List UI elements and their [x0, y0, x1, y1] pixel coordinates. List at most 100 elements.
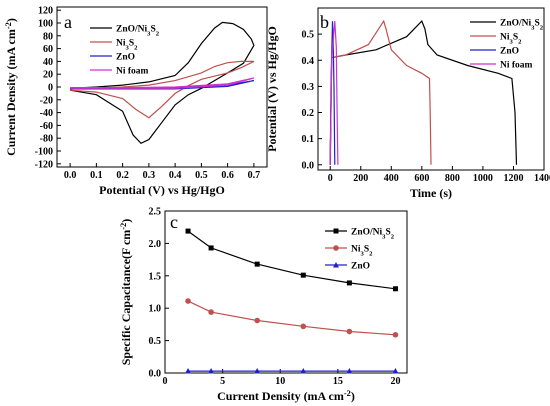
legend-marker [333, 262, 339, 268]
data-point [346, 328, 353, 335]
y-tick-label: 2.5 [149, 207, 162, 218]
y-tick-label: 120 [38, 6, 53, 17]
chart-panel-c: 0 5 10 15 20 0.0 0.5 1.0 1.5 2.0 2.5 Current Densit… [119, 207, 408, 404]
data-point [346, 280, 352, 286]
panel-letter: a [64, 12, 72, 32]
y-axis-title: Potential (V) vs Hg/HgO [265, 26, 279, 152]
y-tick-label: -120 [35, 159, 53, 170]
x-tick-label: 600 [414, 173, 429, 184]
data-point [392, 286, 398, 292]
legend-label: ZnO [351, 262, 370, 272]
data-point [300, 272, 306, 278]
y-tick-label: -60 [40, 121, 53, 132]
series-line-0 [187, 230, 396, 290]
x-tick-label: 200 [353, 173, 368, 184]
y-tick-label: 0.4 [302, 56, 315, 67]
series-line-0 [329, 20, 518, 165]
y-tick-label: -20 [40, 95, 53, 106]
x-tick-label: 5 [220, 376, 225, 387]
data-point [254, 317, 260, 324]
legend-label: Ni3S2 [116, 39, 138, 52]
panel-letter: c [170, 212, 178, 232]
legend-label: ZnO/Ni3S2 [116, 25, 160, 38]
legend-label: ZnO [500, 47, 519, 57]
y-tick-label: 40 [43, 57, 53, 68]
data-point [300, 323, 307, 330]
x-tick-label: 0.6 [221, 170, 234, 181]
y-tick-label: 0.5 [302, 30, 315, 41]
y-axis-title: Specific Capacitance(F cm-2) [119, 219, 134, 366]
y-axis-title: Current Density (mA cm-2) [4, 18, 19, 156]
y-tick-label: 0.0 [302, 160, 315, 171]
x-axis-title: Current Density (mA cm-2) [217, 389, 355, 404]
data-point [346, 368, 353, 374]
data-point [254, 261, 260, 267]
x-tick-label: 0.2 [116, 170, 129, 181]
y-tick-label: 0.5 [149, 336, 162, 347]
legend-label: Ni foam [500, 61, 533, 71]
data-point [300, 368, 307, 374]
panel-letter: b [320, 12, 329, 32]
y-tick-label: 1.5 [149, 271, 162, 282]
x-tick-label: 0.0 [64, 170, 77, 181]
legend-marker [333, 228, 339, 234]
x-tick-label: 15 [333, 376, 343, 387]
series-line-3 [70, 77, 255, 89]
y-tick-label: 20 [43, 70, 53, 81]
y-tick-label: 0.3 [302, 82, 315, 93]
plot-frame [164, 210, 408, 374]
series-line-1 [70, 60, 255, 119]
x-tick-label: 0.1 [90, 170, 103, 181]
x-axis-title: Time (s) [410, 186, 452, 200]
data-point [392, 331, 399, 338]
y-tick-label: 60 [43, 44, 53, 55]
x-tick-label: 20 [390, 376, 400, 387]
y-tick-label: -100 [35, 147, 53, 158]
data-point [254, 368, 261, 374]
legend-label: ZnO/Ni3S2 [500, 19, 544, 32]
legend-marker [333, 245, 339, 251]
data-point [185, 368, 192, 374]
y-tick-label: 80 [43, 31, 53, 42]
data-point [208, 245, 214, 251]
y-tick-label: 0 [48, 83, 53, 94]
series-line-1 [329, 19, 432, 165]
x-tick-label: 0.5 [195, 170, 208, 181]
x-tick-label: 1000 [473, 173, 493, 184]
chart-panel-a: 0.0 0.1 0.2 0.3 0.4 0.5 0.6 0.7 -120-100 -80 -60 -4… [4, 6, 268, 197]
plot-frame [317, 7, 545, 171]
y-tick-label: 0.0 [149, 369, 162, 380]
legend-label: Ni3S2 [500, 33, 522, 46]
series-line-0 [69, 21, 255, 145]
x-tick-label: 0 [328, 173, 333, 184]
x-tick-label: 800 [445, 173, 460, 184]
y-tick-label: -40 [40, 108, 53, 119]
data-point [208, 368, 215, 374]
x-tick-label: 10 [275, 376, 285, 387]
y-tick-label: 0.2 [302, 108, 315, 119]
legend-label: Ni foam [116, 67, 149, 77]
x-tick-label: 1200 [503, 173, 523, 184]
x-tick-label: 0.3 [143, 170, 156, 181]
y-tick-label: -80 [40, 134, 53, 145]
data-point [185, 298, 191, 304]
series-line-1 [187, 300, 396, 336]
legend-label: ZnO/Ni3S2 [351, 228, 395, 241]
data-point [392, 368, 399, 374]
y-tick-label: 0.1 [302, 134, 315, 145]
y-tick-label: 100 [38, 19, 53, 30]
y-tick-label: 1.0 [149, 304, 162, 315]
legend-label: Ni3S2 [351, 245, 373, 258]
data-point [185, 228, 191, 234]
series-line-3 [329, 21, 339, 165]
x-tick-label: 0.7 [248, 170, 261, 181]
y-tick-label: 2.0 [149, 239, 162, 250]
x-tick-label: 0.4 [169, 170, 182, 181]
x-axis-title: Potential (V) vs Hg/HgO [99, 183, 225, 197]
data-point [208, 309, 214, 315]
x-tick-label: 400 [384, 173, 399, 184]
legend-label: ZnO [116, 53, 135, 63]
